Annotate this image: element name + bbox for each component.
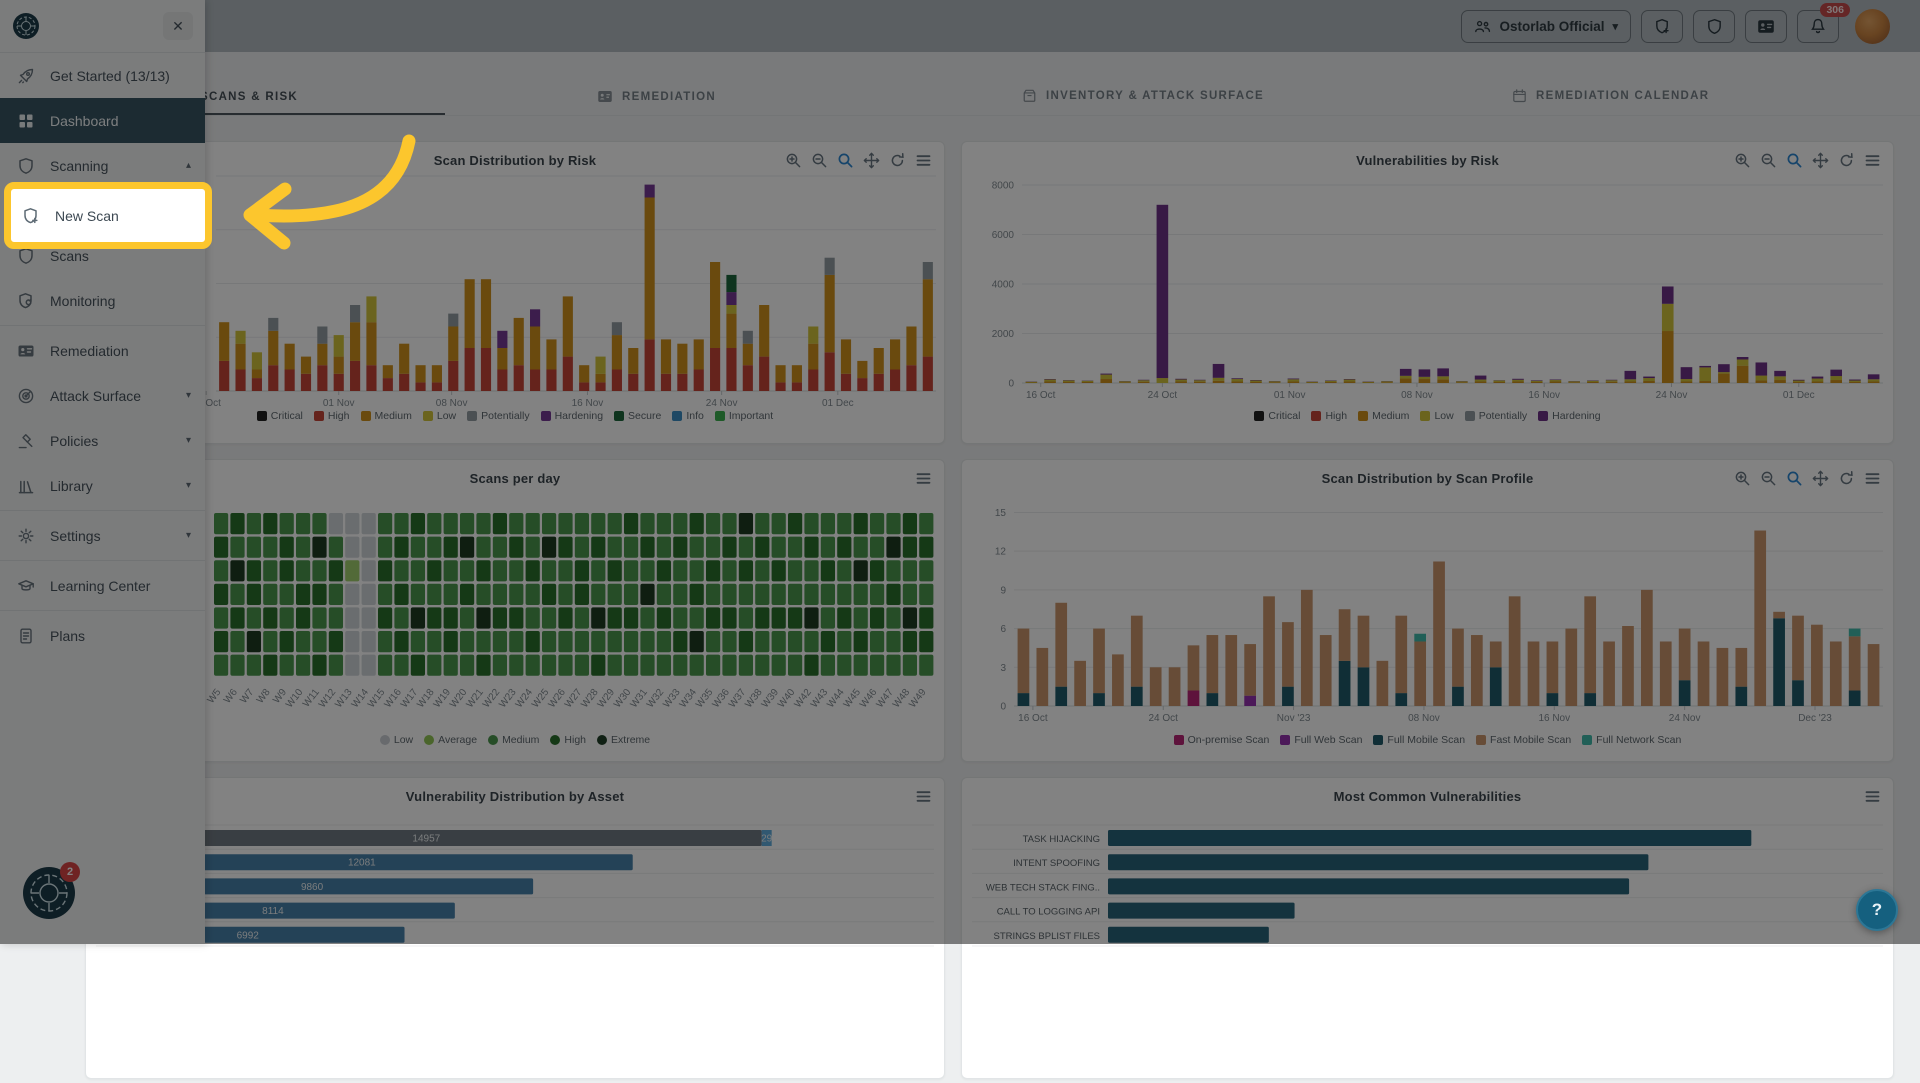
highlighted-item-label: New Scan	[55, 208, 119, 224]
shield-plus-icon	[22, 207, 40, 225]
tour-highlight-new-scan[interactable]: New Scan	[4, 182, 212, 249]
tour-dim-overlay[interactable]	[0, 0, 1920, 944]
help-button[interactable]: ?	[1856, 889, 1898, 931]
